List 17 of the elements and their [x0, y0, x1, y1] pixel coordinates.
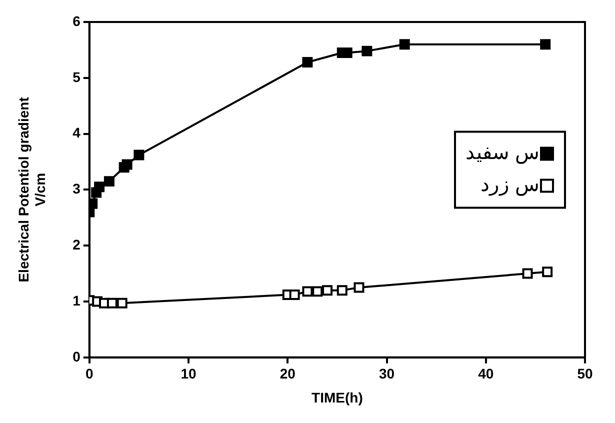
y-tick-label: 2 — [72, 236, 81, 252]
y-tick-label: 3 — [72, 180, 81, 197]
y-tick-label: 6 — [72, 12, 81, 29]
x-tick-label: 10 — [180, 366, 197, 382]
y-tick-label: 1 — [72, 292, 81, 308]
y-axis-title: Electrical Potentiol gradient V/cm — [15, 96, 48, 282]
x-tick-label: 40 — [478, 366, 494, 382]
y-tick-label: 5 — [72, 68, 81, 85]
x-tick-label: 0 — [85, 366, 94, 382]
legend-label: س سفید — [465, 142, 539, 164]
x-tick-label: 50 — [577, 366, 593, 382]
x-tick-label: 20 — [280, 366, 296, 382]
y-tick-label: 4 — [72, 124, 81, 141]
y-tick-label: 0 — [72, 348, 81, 364]
x-tick-label: 30 — [378, 366, 395, 382]
x-axis-title: TIME(h) — [312, 389, 363, 406]
legend-label: س زرد — [480, 174, 539, 196]
